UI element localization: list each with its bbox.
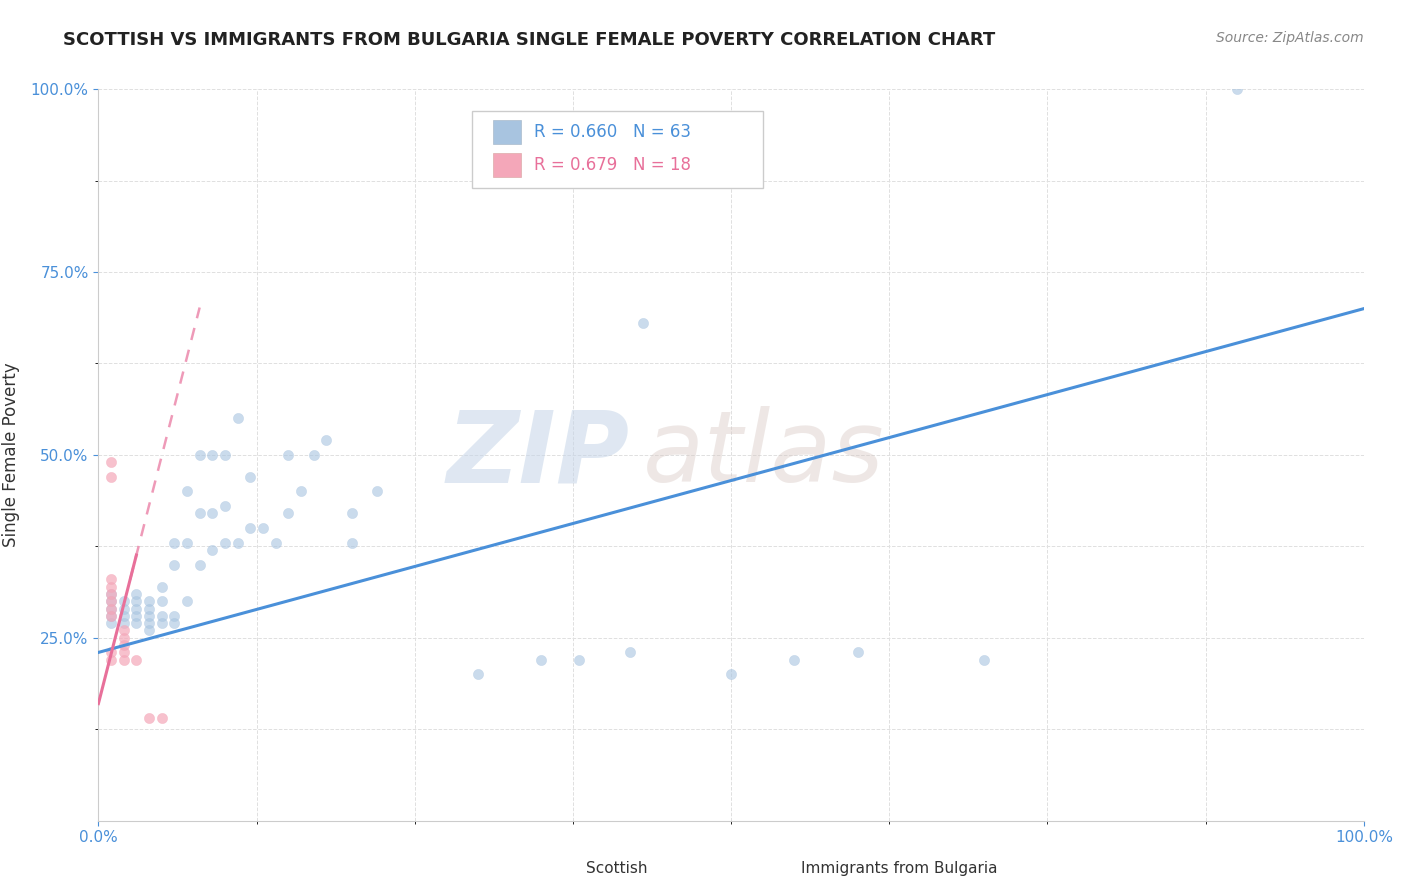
Point	[125, 608, 148, 623]
Point	[125, 601, 148, 615]
Point	[201, 507, 224, 521]
Point	[631, 316, 654, 330]
Point	[100, 587, 122, 601]
Point	[467, 667, 489, 681]
Point	[125, 653, 148, 667]
Point	[530, 653, 553, 667]
Point	[163, 558, 186, 572]
Point	[239, 521, 262, 535]
Point	[366, 484, 388, 499]
Point	[100, 616, 122, 631]
Point	[125, 616, 148, 631]
Point	[973, 653, 995, 667]
Point	[112, 645, 135, 659]
Point	[100, 580, 122, 594]
Point	[188, 558, 211, 572]
Point	[201, 543, 224, 558]
Point	[188, 507, 211, 521]
Bar	[756, 862, 790, 875]
Point	[176, 594, 198, 608]
Point	[226, 411, 249, 425]
Point	[619, 645, 641, 659]
Point	[1226, 82, 1249, 96]
Bar	[541, 862, 575, 875]
Text: SCOTTISH VS IMMIGRANTS FROM BULGARIA SINGLE FEMALE POVERTY CORRELATION CHART: SCOTTISH VS IMMIGRANTS FROM BULGARIA SIN…	[63, 31, 995, 49]
Point	[150, 711, 173, 725]
Point	[112, 631, 135, 645]
Point	[201, 448, 224, 462]
Point	[277, 448, 299, 462]
Point	[720, 667, 742, 681]
Point	[176, 535, 198, 549]
Text: R = 0.660   N = 63: R = 0.660 N = 63	[534, 122, 690, 141]
Point	[568, 653, 591, 667]
Bar	[494, 153, 522, 177]
Point	[112, 653, 135, 667]
Point	[163, 608, 186, 623]
Point	[226, 535, 249, 549]
Text: ZIP: ZIP	[447, 407, 630, 503]
Point	[112, 638, 135, 652]
Point	[100, 608, 122, 623]
Point	[138, 594, 160, 608]
Point	[138, 711, 160, 725]
Point	[277, 507, 299, 521]
Point	[100, 594, 122, 608]
Point	[100, 587, 122, 601]
Point	[112, 608, 135, 623]
Point	[150, 608, 173, 623]
Point	[340, 507, 363, 521]
Text: Source: ZipAtlas.com: Source: ZipAtlas.com	[1216, 31, 1364, 45]
Point	[100, 608, 122, 623]
Point	[239, 470, 262, 484]
Point	[112, 594, 135, 608]
Point	[214, 535, 236, 549]
Text: atlas: atlas	[643, 407, 884, 503]
Point	[100, 601, 122, 615]
Text: Immigrants from Bulgaria: Immigrants from Bulgaria	[801, 861, 997, 876]
Y-axis label: Single Female Poverty: Single Female Poverty	[1, 363, 20, 547]
Point	[100, 572, 122, 586]
Point	[264, 535, 287, 549]
FancyBboxPatch shape	[471, 112, 762, 188]
Text: Scottish: Scottish	[585, 861, 647, 876]
Point	[100, 601, 122, 615]
Point	[138, 616, 160, 631]
Point	[214, 448, 236, 462]
Point	[150, 580, 173, 594]
Point	[302, 448, 325, 462]
Point	[112, 624, 135, 638]
Point	[138, 624, 160, 638]
Point	[100, 594, 122, 608]
Point	[112, 601, 135, 615]
Point	[214, 499, 236, 513]
Point	[783, 653, 806, 667]
Text: R = 0.679   N = 18: R = 0.679 N = 18	[534, 156, 690, 174]
Point	[340, 535, 363, 549]
Point	[176, 484, 198, 499]
Point	[100, 470, 122, 484]
Point	[315, 434, 337, 448]
Point	[100, 645, 122, 659]
Point	[163, 535, 186, 549]
Bar	[494, 120, 522, 144]
Point	[112, 616, 135, 631]
Point	[846, 645, 869, 659]
Point	[188, 448, 211, 462]
Point	[125, 587, 148, 601]
Point	[290, 484, 312, 499]
Point	[150, 594, 173, 608]
Point	[150, 616, 173, 631]
Point	[100, 653, 122, 667]
Point	[252, 521, 274, 535]
Point	[138, 601, 160, 615]
Point	[100, 455, 122, 469]
Point	[125, 594, 148, 608]
Point	[138, 608, 160, 623]
Point	[163, 616, 186, 631]
